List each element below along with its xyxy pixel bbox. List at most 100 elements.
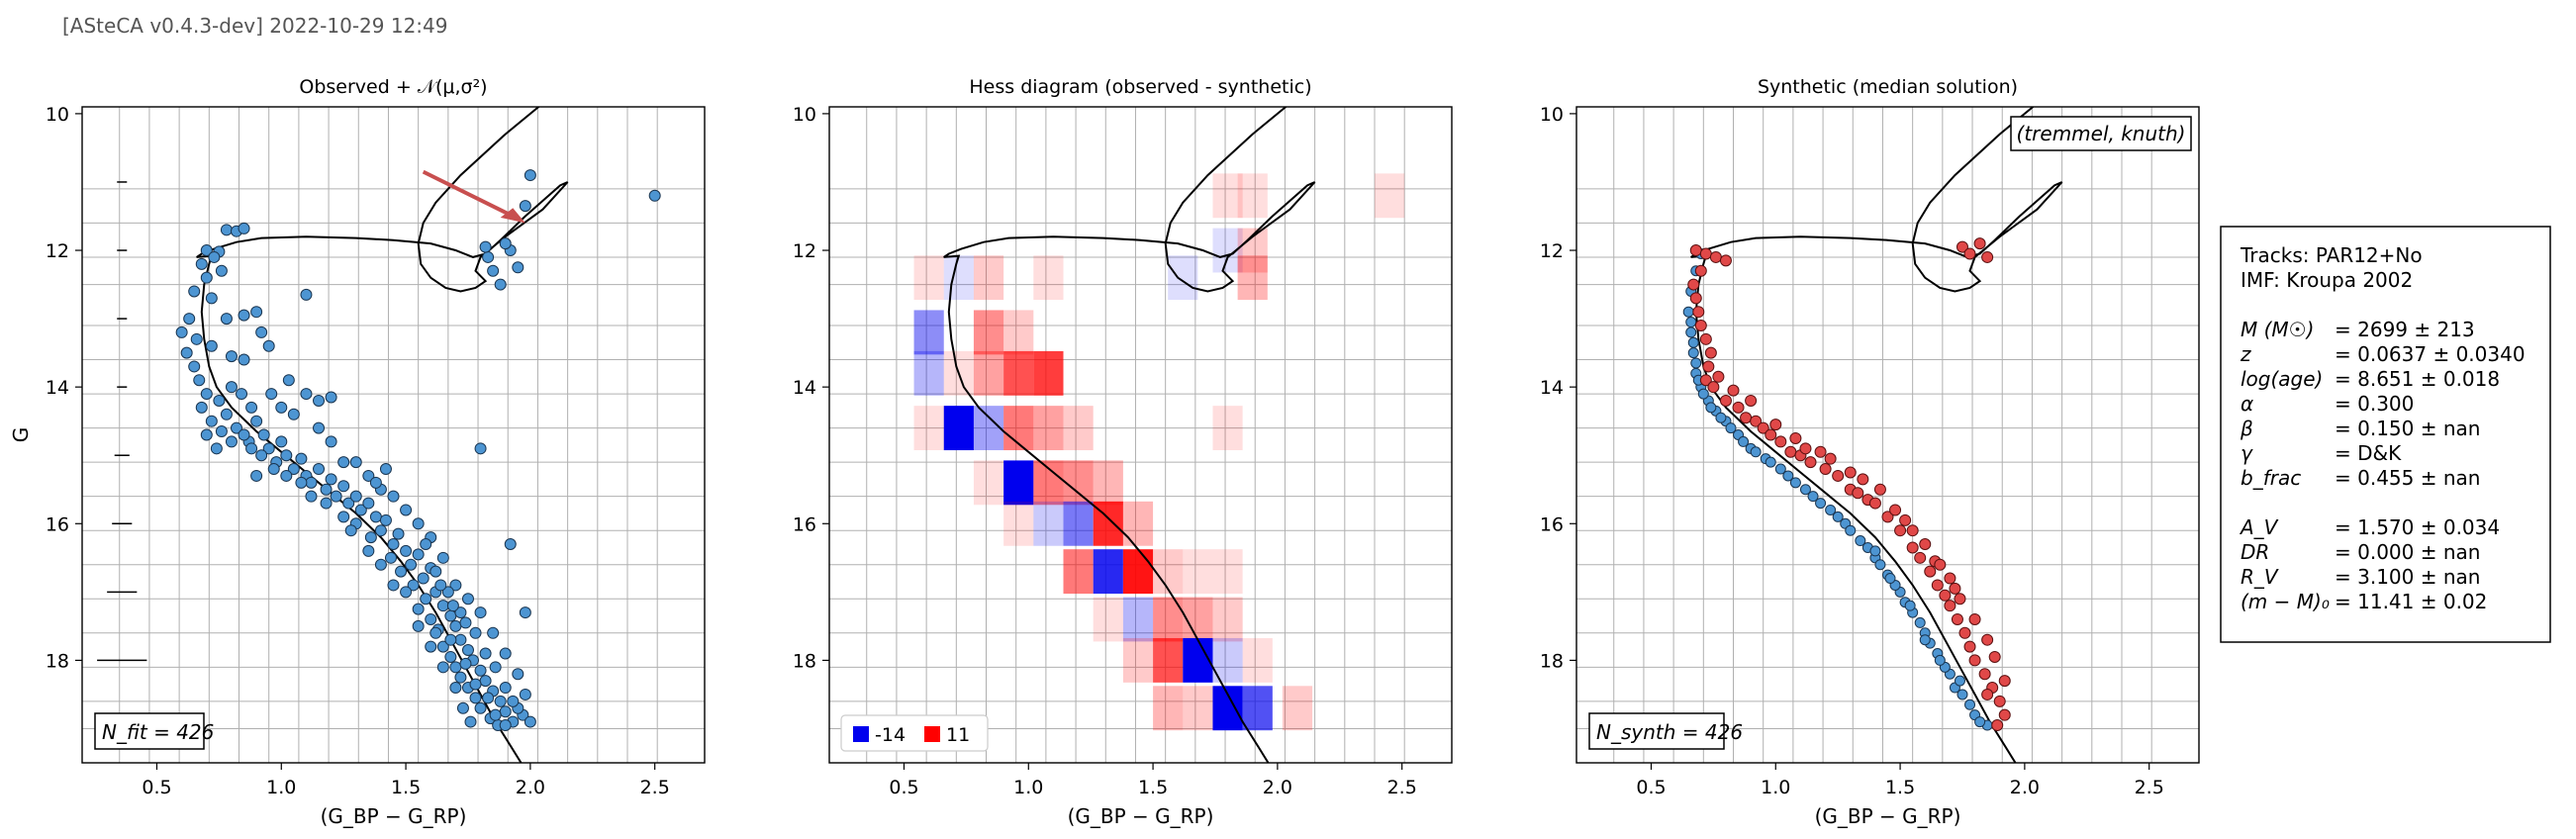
info-label: b_frac	[2241, 466, 2301, 490]
data-point	[262, 339, 275, 352]
info-value: = 2699 ± 213	[2335, 318, 2475, 341]
x-tick-label: 1.5	[1138, 777, 1168, 798]
binary-star-point	[1769, 419, 1782, 431]
info-value: = D&K	[2335, 441, 2402, 465]
hess-cell	[1122, 597, 1154, 642]
data-point	[262, 442, 275, 455]
hess-cell	[1033, 406, 1064, 451]
binary-star-point	[1689, 244, 1702, 257]
hess-cell	[1242, 637, 1273, 683]
data-point	[429, 626, 442, 639]
data-point	[479, 675, 492, 688]
data-point	[504, 538, 517, 550]
info-label: M (M☉)	[2241, 318, 2314, 341]
data-point	[369, 511, 382, 523]
binary-star-point	[1978, 668, 1991, 681]
data-point	[392, 527, 405, 540]
binary-star-point	[1998, 675, 2011, 688]
data-point	[464, 715, 477, 728]
data-point	[200, 244, 213, 257]
data-point	[487, 626, 500, 639]
x-tick-label: 0.5	[1636, 777, 1666, 798]
binary-star-point	[1732, 401, 1745, 414]
binary-star-point	[1968, 612, 1981, 625]
x-tick-label: 2.0	[1263, 777, 1292, 798]
single-star-point	[1815, 498, 1827, 510]
binary-star-point	[1934, 558, 1947, 571]
info-value: = 0.000 ± nan	[2335, 540, 2480, 564]
info-label: (m − M)₀	[2241, 590, 2330, 613]
x-tick-label: 1.0	[1761, 777, 1790, 798]
data-point	[489, 661, 502, 674]
binary-star-point	[1919, 538, 1932, 550]
data-point	[337, 511, 350, 523]
hess-cell	[1212, 549, 1243, 595]
arrow-head-icon	[500, 208, 525, 224]
data-point	[384, 551, 397, 564]
data-point	[436, 600, 449, 612]
x-tick-label: 2.5	[2135, 777, 2164, 798]
data-point	[354, 504, 367, 516]
hess-cell	[973, 310, 1004, 355]
data-point	[479, 240, 492, 253]
data-point	[456, 701, 469, 714]
legend-label: N_synth = 426	[1596, 720, 1743, 744]
data-point	[374, 558, 387, 571]
single-star-point	[1807, 491, 1819, 503]
y-tick-label: 12	[793, 240, 816, 262]
binary-star-point	[1784, 445, 1797, 458]
single-star-point	[1964, 699, 1976, 710]
data-point	[280, 449, 293, 462]
data-point	[238, 353, 250, 366]
data-point	[287, 408, 300, 420]
info-label: DR	[2241, 540, 2269, 564]
x-tick-label: 1.5	[391, 777, 421, 798]
data-point	[429, 565, 442, 578]
data-point	[287, 463, 300, 476]
data-point	[425, 640, 437, 653]
binary-star-point	[1998, 708, 2011, 721]
info-label: z	[2240, 342, 2251, 366]
binary-star-point	[1832, 469, 1845, 482]
data-point	[205, 339, 218, 352]
data-point	[236, 388, 248, 401]
binary-star-point	[1765, 428, 1777, 441]
x-tick-label: 1.0	[266, 777, 296, 798]
single-star-point	[1765, 456, 1776, 468]
binary-star-point	[1873, 483, 1886, 496]
data-point	[275, 435, 288, 448]
data-point	[519, 200, 531, 213]
binary-star-point	[1707, 381, 1720, 394]
x-tick-label: 2.5	[640, 777, 670, 798]
data-point	[267, 463, 280, 476]
binary-star-point	[1868, 497, 1881, 510]
hess-cell	[1063, 501, 1094, 546]
data-point	[474, 442, 487, 455]
hess-cell	[943, 255, 974, 301]
info-value: = 1.570 ± 0.034	[2335, 515, 2500, 539]
data-point	[449, 661, 462, 674]
binary-star-point	[1719, 394, 1732, 407]
data-point	[379, 463, 392, 476]
data-point	[400, 504, 413, 516]
single-star-point	[1869, 545, 1881, 557]
hess-cell	[1122, 637, 1154, 683]
annotation-label: (tremmel, knuth)	[2017, 122, 2186, 145]
data-point	[305, 476, 318, 489]
hess-cell	[1237, 255, 1268, 301]
binary-star-point	[1968, 654, 1981, 667]
info-value: = 11.41 ± 0.02	[2335, 590, 2487, 613]
data-point	[469, 678, 482, 691]
data-point	[449, 579, 462, 592]
data-point	[275, 401, 288, 414]
binary-star-point	[1944, 600, 1956, 612]
x-axis-label: (G_BP − G_RP)	[1068, 804, 1214, 828]
info-label: A_V	[2239, 515, 2279, 539]
data-point	[362, 497, 375, 510]
binary-star-point	[1963, 247, 1976, 260]
hess-cell	[1282, 686, 1313, 731]
binary-star-point	[1963, 640, 1976, 653]
binary-star-point	[1704, 346, 1717, 359]
data-point	[220, 224, 233, 236]
